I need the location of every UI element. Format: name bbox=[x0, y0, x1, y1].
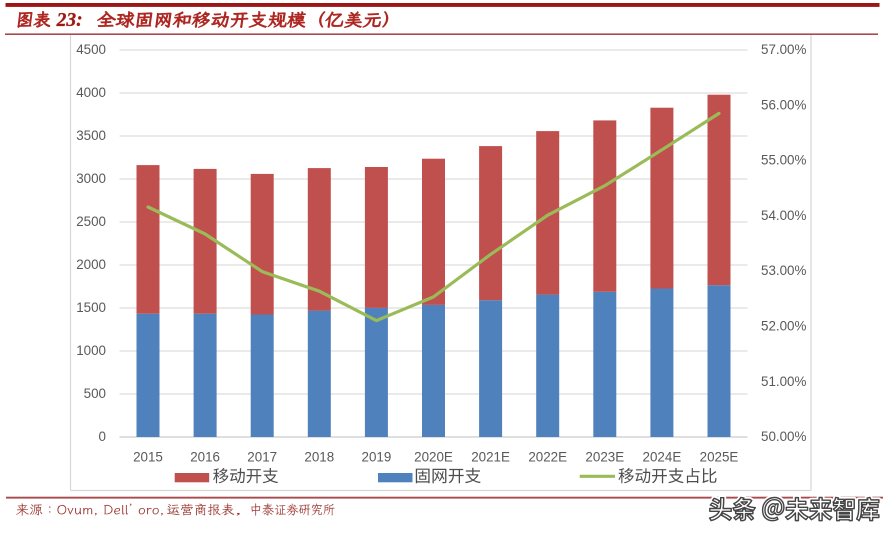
svg-text:1500: 1500 bbox=[76, 300, 106, 315]
svg-text:50.00%: 50.00% bbox=[761, 429, 807, 444]
svg-text:2016: 2016 bbox=[190, 450, 220, 465]
svg-text:4500: 4500 bbox=[76, 42, 106, 57]
svg-text:57.00%: 57.00% bbox=[761, 42, 807, 57]
svg-text:23:: 23: bbox=[56, 10, 83, 31]
svg-text:54.00%: 54.00% bbox=[761, 208, 807, 223]
svg-text:2018: 2018 bbox=[304, 450, 334, 465]
svg-text:2019: 2019 bbox=[362, 450, 392, 465]
svg-text:53.00%: 53.00% bbox=[761, 263, 807, 278]
svg-text:3000: 3000 bbox=[76, 171, 106, 186]
svg-text:2024E: 2024E bbox=[643, 450, 682, 465]
svg-text:1000: 1000 bbox=[76, 343, 106, 358]
svg-text:51.00%: 51.00% bbox=[761, 374, 807, 389]
svg-text:2025E: 2025E bbox=[700, 450, 739, 465]
svg-text:3500: 3500 bbox=[76, 128, 106, 143]
svg-text:2022E: 2022E bbox=[528, 450, 567, 465]
svg-text:2500: 2500 bbox=[76, 214, 106, 229]
svg-text:2020E: 2020E bbox=[414, 450, 453, 465]
svg-text:0: 0 bbox=[99, 429, 106, 444]
svg-text:2017: 2017 bbox=[247, 450, 277, 465]
svg-text:52.00%: 52.00% bbox=[761, 319, 807, 334]
svg-text:2021E: 2021E bbox=[471, 450, 510, 465]
svg-text:56.00%: 56.00% bbox=[761, 97, 807, 112]
svg-text:55.00%: 55.00% bbox=[761, 153, 807, 168]
svg-text:2000: 2000 bbox=[76, 257, 106, 272]
svg-text:2015: 2015 bbox=[133, 450, 163, 465]
svg-text:500: 500 bbox=[84, 386, 106, 401]
svg-text:2023E: 2023E bbox=[585, 450, 624, 465]
svg-text:4000: 4000 bbox=[76, 85, 106, 100]
